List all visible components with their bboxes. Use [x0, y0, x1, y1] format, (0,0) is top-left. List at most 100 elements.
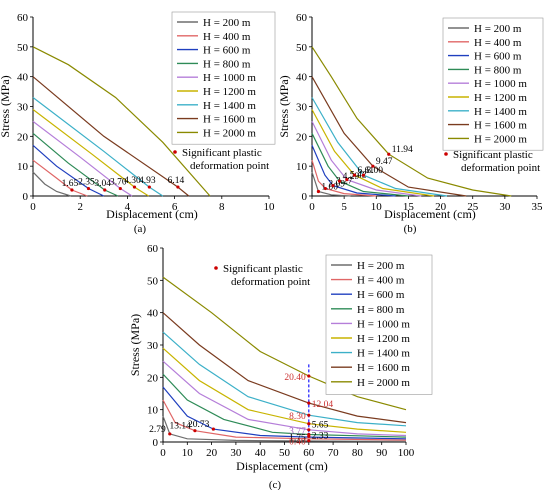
- plastic-point-marker: [307, 439, 311, 443]
- plastic-point-label: 3.04: [94, 179, 111, 189]
- legend-box: [442, 17, 544, 151]
- x-tick-label: 10: [182, 447, 194, 459]
- plastic-point-marker: [307, 434, 311, 438]
- plastic-point-marker: [103, 188, 107, 192]
- plastic-point-label: 9.47: [376, 157, 393, 167]
- legend-entry: H = 400 m: [357, 275, 405, 287]
- legend-entry: H = 800 m: [357, 304, 405, 316]
- plastic-point-marker: [345, 177, 349, 182]
- x-tick-label: 30: [230, 447, 242, 459]
- plastic-point-marker: [118, 186, 122, 191]
- legend-entry: H = 1000 m: [474, 78, 527, 90]
- y-tick-label: 30: [296, 102, 308, 114]
- y-tick-label: 40: [296, 72, 308, 84]
- legend-entry: H = 1600 m: [474, 120, 527, 132]
- legend-entry: H = 200 m: [474, 23, 522, 35]
- legend-entry: H = 1200 m: [474, 92, 527, 104]
- plastic-point-marker: [168, 432, 172, 436]
- series-line: [32, 144, 105, 197]
- plastic-point-label: 1.75: [289, 433, 306, 443]
- series-line: [162, 415, 407, 442]
- x-axis-label: Displacement (cm): [106, 207, 198, 221]
- legend-entry: H = 200 m: [203, 17, 251, 29]
- x-tick-label: 5: [341, 201, 347, 213]
- x-tick-label: 30: [499, 201, 511, 213]
- series-line: [32, 120, 133, 197]
- x-tick-label: 25: [467, 201, 479, 213]
- plastic-point-marker: [193, 429, 197, 433]
- plastic-point-marker: [331, 183, 335, 188]
- plastic-point-marker: [352, 173, 357, 177]
- x-tick-label: 0: [160, 447, 166, 459]
- legend-entry: H = 400 m: [203, 31, 251, 43]
- legend-entry: H = 1000 m: [357, 318, 410, 330]
- y-tick-label: 10: [296, 161, 308, 173]
- legend-entry: H = 1000 m: [203, 72, 256, 84]
- y-tick-label: 0: [23, 191, 29, 203]
- series-line: [162, 399, 407, 441]
- plastic-point-label: 1.65: [62, 179, 79, 189]
- plastic-point-label: 12.04: [312, 400, 334, 410]
- plastic-point-marker: [371, 164, 375, 168]
- plastic-point-marker: [323, 186, 328, 191]
- y-tick-label: 50: [147, 275, 159, 287]
- x-tick-label: 2: [77, 201, 83, 213]
- series-line: [32, 171, 71, 197]
- y-tick-label: 60: [296, 12, 308, 24]
- series-line: [162, 373, 407, 438]
- y-tick-label: 0: [302, 191, 308, 203]
- marker-legend-dot: [173, 150, 177, 154]
- plastic-point-label: 6.14: [168, 176, 185, 186]
- y-tick-label: 30: [17, 102, 29, 114]
- x-axis-label: Displacement (cm): [384, 207, 476, 221]
- plastic-point-label: 5.42: [350, 171, 367, 181]
- plastic-point-label: 8.00: [366, 166, 383, 176]
- y-tick-label: 40: [17, 72, 29, 84]
- x-tick-label: 35: [532, 201, 544, 213]
- legend-entry: H = 2000 m: [474, 133, 527, 145]
- legend-entry: H = 1400 m: [203, 100, 256, 112]
- x-tick-label: 20: [435, 201, 447, 213]
- plastic-point-marker: [176, 185, 180, 189]
- marker-legend-dot: [214, 266, 218, 270]
- marker-legend-label: deformation point: [461, 162, 540, 174]
- marker-legend-label: deformation point: [190, 160, 269, 172]
- x-tick-label: 10: [371, 201, 383, 213]
- series-line: [311, 171, 351, 197]
- plastic-point-label: 2.09: [328, 180, 345, 190]
- plastic-point-label: 4.29: [343, 172, 360, 182]
- legend-entry: H = 2000 m: [357, 377, 410, 389]
- x-axis-label: Displacement (cm): [236, 459, 328, 473]
- x-tick-label: 100: [398, 447, 415, 459]
- legend-entry: H = 600 m: [474, 51, 522, 63]
- series-line: [32, 159, 88, 197]
- marker-legend-label: deformation point: [231, 276, 310, 288]
- plastic-point-label: 2.79: [149, 425, 166, 435]
- plastic-point-label: 20.73: [188, 420, 210, 430]
- x-tick-label: 6: [172, 201, 178, 213]
- y-tick-label: 10: [147, 405, 159, 417]
- legend-entry: H = 200 m: [357, 260, 405, 272]
- plastic-point-label: 2.35: [78, 178, 95, 188]
- legend-box: [171, 11, 276, 145]
- y-tick-label: 50: [296, 42, 308, 54]
- x-tick-label: 60: [303, 447, 315, 459]
- x-tick-label: 20: [206, 447, 218, 459]
- plastic-point-label: 3.77: [289, 427, 306, 437]
- legend-entry: H = 1600 m: [357, 362, 410, 374]
- y-tick-label: 0: [153, 437, 159, 449]
- y-tick-label: 60: [147, 243, 159, 255]
- plastic-point-label: 4.30: [124, 176, 141, 186]
- plastic-point-marker: [132, 185, 137, 189]
- y-tick-label: 20: [17, 131, 29, 143]
- x-tick-label: 70: [328, 447, 340, 459]
- plastic-point-label: 8.30: [289, 412, 306, 422]
- series-line: [32, 97, 164, 197]
- x-tick-label: 8: [219, 201, 225, 213]
- plastic-point-marker: [211, 427, 215, 431]
- legend-box: [325, 254, 433, 395]
- y-tick-label: 10: [17, 161, 29, 173]
- y-tick-label: 20: [147, 372, 159, 384]
- x-tick-label: 80: [352, 447, 364, 459]
- legend-entry: H = 1200 m: [357, 333, 410, 345]
